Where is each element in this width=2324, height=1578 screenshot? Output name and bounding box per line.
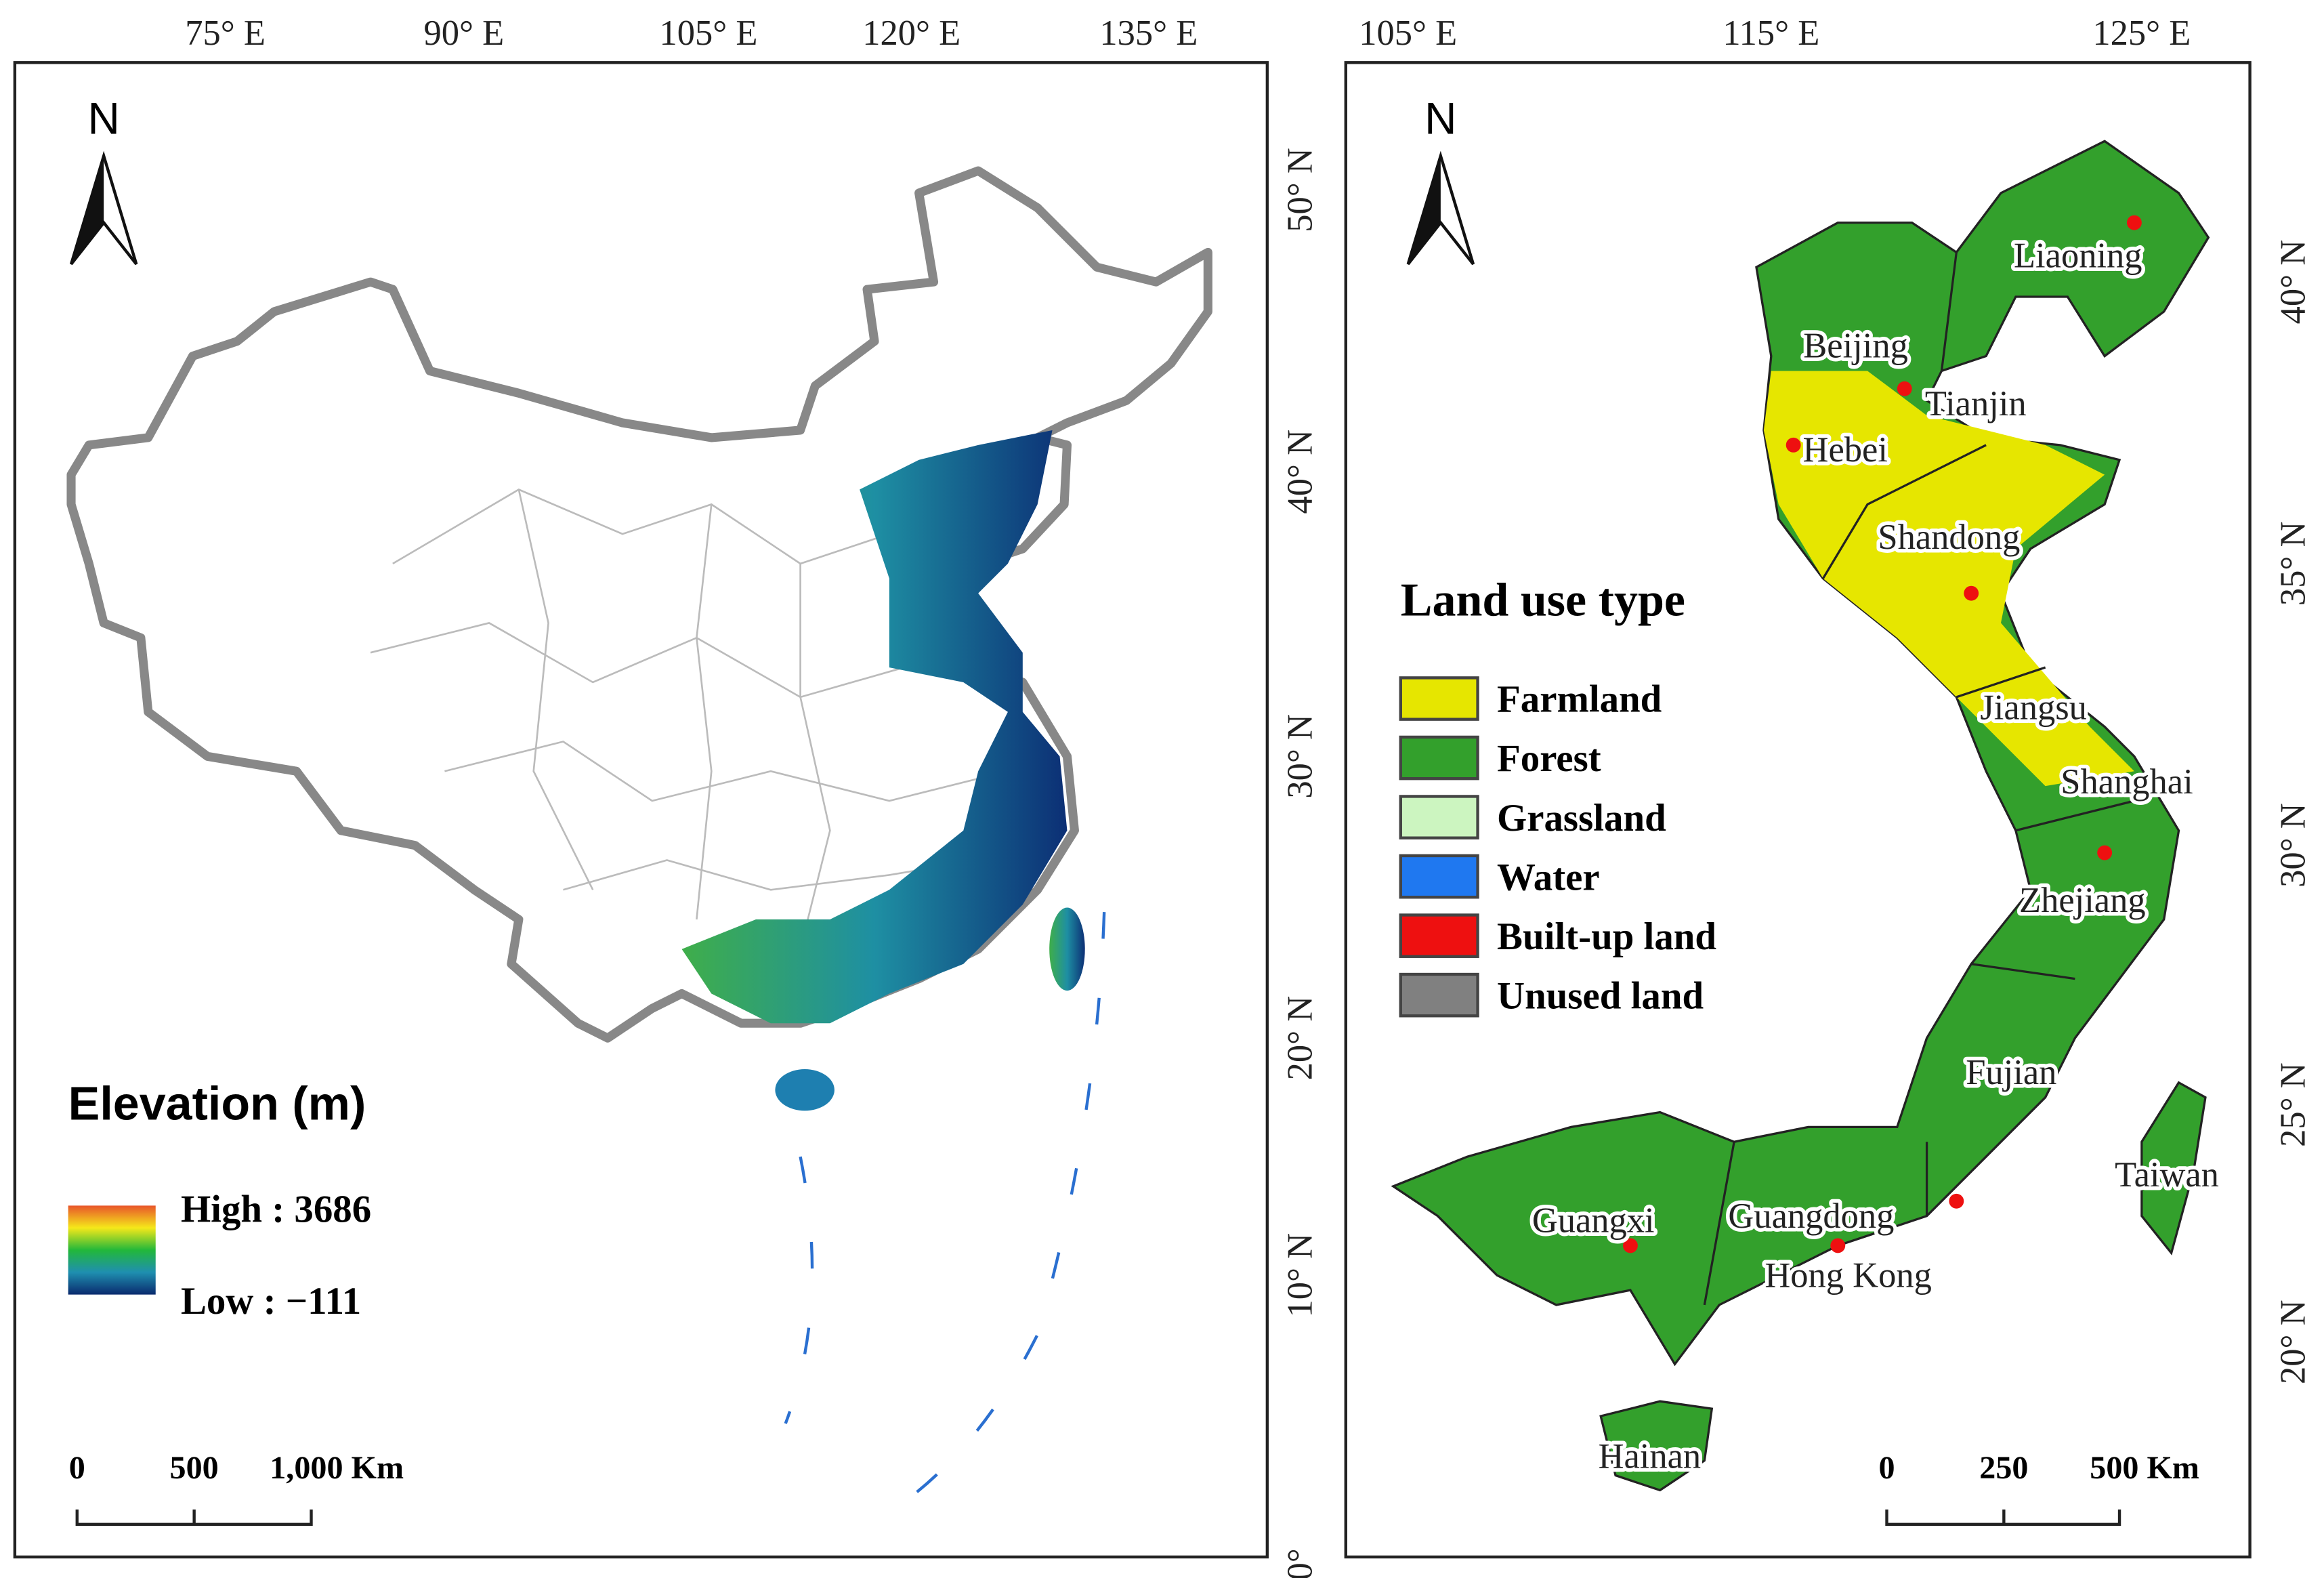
lon-label: 125° E (2092, 14, 2191, 53)
farmland-area (1763, 371, 2134, 787)
province-label: Fujian (1966, 1053, 2056, 1092)
legend-swatch (1399, 795, 1479, 839)
lat-label: 20° N (1281, 996, 1320, 1081)
annotations: 75° E 90° E 105° E 120° E 135° E 50° N 40° N 30… (68, 14, 2313, 1578)
province-label: Hong Kong (1765, 1256, 1931, 1295)
lat-label: 20° N (2274, 1300, 2313, 1384)
lon-label: 105° E (1359, 14, 1457, 53)
hainan-land (1599, 1400, 1714, 1492)
lon-label: 115° E (1723, 14, 1819, 53)
legend-title: Land use type (1401, 574, 1685, 626)
built-up-spot (1964, 585, 1979, 601)
province-label: Shandong (1878, 518, 2020, 557)
lat-label: 35° N (2274, 522, 2313, 606)
lat-label: 50° N (1281, 148, 1320, 232)
scale-label: 500 Km (2090, 1450, 2199, 1486)
built-up-spot (1897, 381, 1912, 396)
province-label: Hainan (1599, 1437, 1702, 1476)
lat-label: 10° N (1281, 1233, 1320, 1318)
lon-label: 120° E (862, 14, 960, 53)
province-label: Guangdong (1728, 1197, 1894, 1236)
built-up-spot (1949, 1193, 1964, 1209)
built-up-spot (1623, 1238, 1638, 1253)
legend-label: Farmland (1497, 678, 1662, 721)
built-up-spot (1830, 1238, 1846, 1253)
lat-label: 30° N (2274, 803, 2313, 888)
legend-label: Built-up land (1497, 915, 1716, 958)
legend-swatch (1399, 676, 1479, 721)
province-label: Liaoning (2014, 236, 2142, 275)
legend-label: Forest (1497, 737, 1601, 780)
taiwan-land (2140, 1081, 2207, 1255)
lon-label: 105° E (659, 14, 757, 53)
hainan-elev (775, 1069, 834, 1111)
province-label: Hebei (1803, 430, 1888, 470)
built-up-spot (2097, 845, 2113, 860)
lat-label: 25° N (2274, 1062, 2313, 1147)
scale-bar (75, 1509, 313, 1527)
lon-label: 90° E (424, 14, 505, 53)
built-up-spot (2126, 215, 2142, 230)
taiwan-elev (1049, 907, 1085, 991)
legend-swatch (1399, 854, 1479, 899)
scale-label: 0 (1878, 1450, 1895, 1486)
legend-label: Water (1497, 856, 1600, 898)
legend-title: Elevation (m) (68, 1077, 366, 1129)
province-label: Shanghai (2061, 762, 2193, 802)
built-up-spot (1786, 437, 1801, 453)
province-borders (370, 489, 1009, 950)
province-label: Jiangsu (1980, 688, 2087, 728)
scale-label: 500 (170, 1450, 219, 1486)
province-label: Zhejiang (2019, 881, 2146, 920)
lat-label: 30° N (1281, 714, 1320, 799)
right-province-borders (1703, 252, 2135, 1306)
lon-label: 75° E (185, 14, 266, 53)
scale-bar (1885, 1509, 2121, 1527)
province-label: Guangxi (1532, 1201, 1655, 1241)
legend-swatch (1399, 913, 1479, 958)
elevation-ramp (68, 1205, 156, 1295)
province-label: Taiwan (2115, 1155, 2219, 1195)
scale-label: 1,000 Km (270, 1450, 404, 1486)
china-outline (66, 166, 1212, 1043)
legend-low: Low : −111 (181, 1280, 361, 1323)
legend-swatch (1399, 735, 1479, 781)
legend-high: High : 3686 (181, 1188, 371, 1230)
legend-swatch (1399, 972, 1479, 1018)
elevation-coast (681, 430, 1068, 1024)
north-label: N (87, 94, 119, 143)
lat-label: 40° N (1281, 430, 1320, 514)
lat-label: 40° N (2274, 240, 2313, 325)
scale-label: 0 (69, 1450, 85, 1486)
legend-label: Unused land (1497, 974, 1704, 1017)
province-label: Beijing (1803, 327, 1908, 366)
north-arrow-fill (71, 156, 104, 264)
lat-label: 0° (1281, 1548, 1320, 1578)
lon-label: 135° E (1099, 14, 1198, 53)
legend-label: Grassland (1497, 797, 1666, 839)
north-label: N (1424, 94, 1456, 143)
province-label: Tianjin (1925, 384, 2027, 423)
scale-label: 250 (1979, 1450, 2028, 1486)
